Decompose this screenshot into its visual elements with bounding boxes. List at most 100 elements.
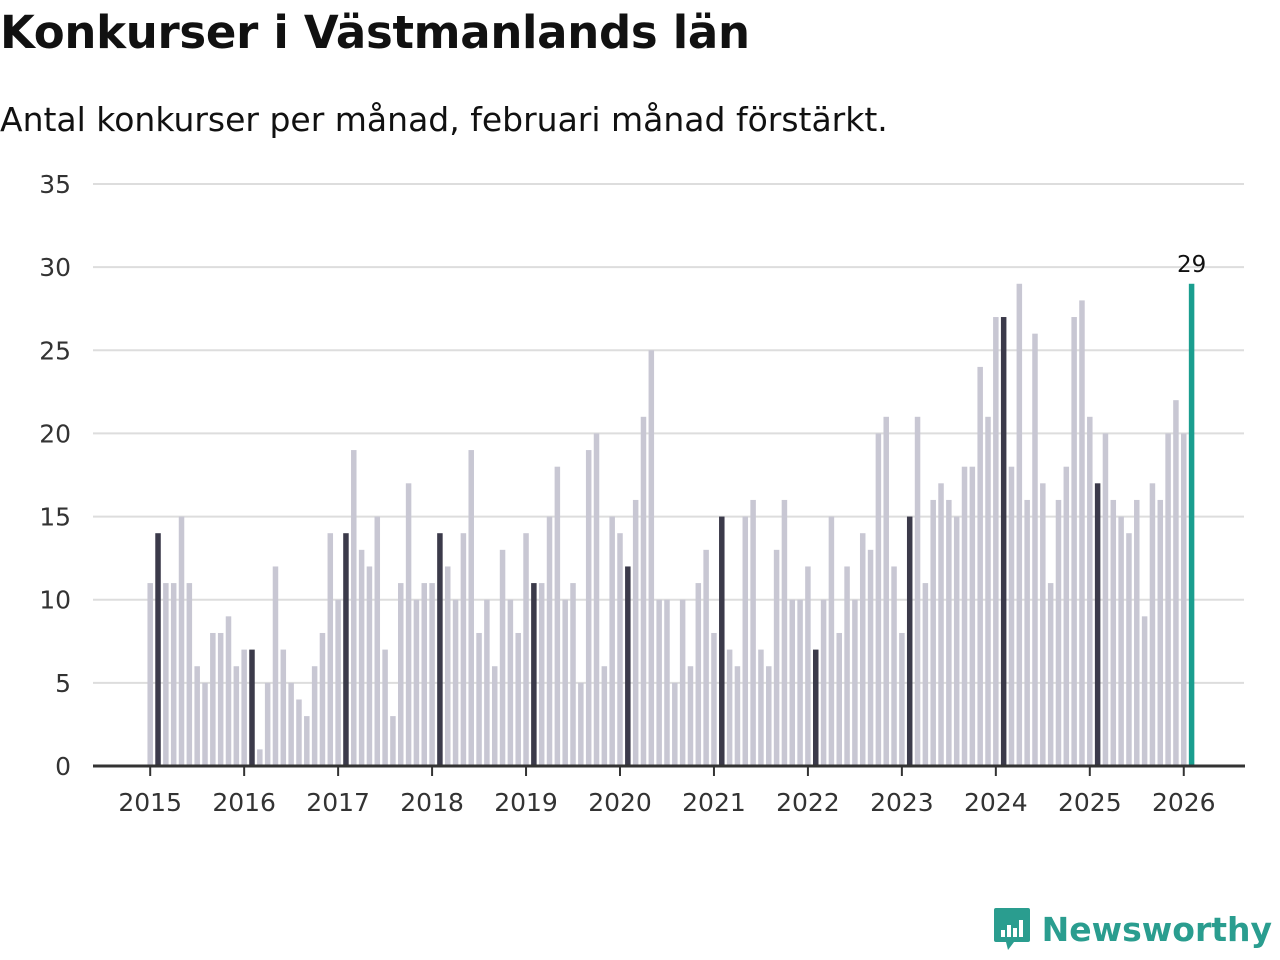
- bar: [985, 416, 991, 766]
- bar: [640, 416, 647, 766]
- x-tick-label: 2022: [776, 788, 840, 817]
- bar: [938, 483, 944, 766]
- bar: [335, 599, 341, 766]
- bar: [1047, 583, 1054, 766]
- bar-february: [719, 516, 725, 766]
- bar: [1016, 283, 1023, 766]
- bar: [311, 666, 318, 766]
- bar: [867, 549, 874, 766]
- bar: [1071, 317, 1077, 766]
- bar: [953, 516, 960, 766]
- bar: [1157, 499, 1164, 766]
- bar: [1087, 416, 1093, 766]
- bar-february: [1000, 317, 1007, 766]
- bar: [852, 599, 858, 766]
- bar-latest: [1188, 283, 1195, 766]
- brand-logo: Newsworthy: [992, 906, 1272, 952]
- bar: [484, 599, 490, 766]
- bar: [609, 516, 615, 766]
- chart-subtitle: Antal konkurser per månad, februari måna…: [0, 100, 888, 139]
- bar: [679, 599, 686, 766]
- bar: [1063, 466, 1070, 766]
- chart-title: Konkurser i Västmanlands län: [0, 6, 750, 59]
- bar: [601, 666, 608, 766]
- bar: [170, 583, 177, 766]
- bar: [632, 499, 639, 766]
- bar-february: [155, 533, 161, 766]
- brand-name: Newsworthy: [1041, 909, 1272, 949]
- bar: [554, 466, 561, 766]
- bar: [1055, 499, 1062, 766]
- bar: [280, 649, 287, 766]
- bar: [476, 632, 482, 766]
- bar: [366, 566, 373, 766]
- bar: [1102, 433, 1109, 766]
- bar-february: [249, 649, 255, 766]
- bar: [805, 566, 811, 766]
- y-axis-ticks: 0 5 10 15 20 25 30 35: [39, 170, 71, 781]
- bars: [147, 283, 1195, 766]
- bar: [687, 666, 694, 766]
- bar: [1149, 483, 1156, 766]
- bar: [899, 632, 905, 766]
- bar-february: [437, 533, 443, 766]
- x-tick-label: 2016: [212, 788, 276, 817]
- bar: [257, 749, 263, 766]
- bar: [405, 483, 412, 766]
- y-tick-label: 10: [39, 586, 71, 615]
- bar: [460, 533, 467, 766]
- bar: [969, 466, 976, 766]
- bar: [523, 533, 529, 766]
- y-tick-label: 25: [39, 336, 71, 365]
- bar: [210, 632, 216, 766]
- bar-february: [625, 566, 631, 766]
- bar: [726, 649, 733, 766]
- bar: [1141, 616, 1148, 766]
- bar: [241, 649, 247, 766]
- x-axis: 2015 2016 2017 2018 2019 2020 2021 2022 2023 2024…: [93, 764, 1245, 817]
- bar: [891, 566, 897, 766]
- x-tick-label: 2021: [682, 788, 746, 817]
- bar-february: [906, 516, 913, 766]
- bar: [413, 599, 420, 766]
- bar: [750, 499, 756, 766]
- bar: [734, 666, 741, 766]
- bar: [319, 632, 326, 766]
- bar: [382, 649, 388, 766]
- bar: [390, 716, 396, 766]
- bar: [1181, 433, 1187, 766]
- bar: [758, 649, 764, 766]
- bar: [930, 499, 936, 766]
- bar: [648, 350, 655, 766]
- bar: [147, 583, 153, 766]
- bar: [288, 682, 294, 766]
- bar: [546, 516, 553, 766]
- bar: [703, 549, 709, 766]
- bar: [578, 682, 584, 766]
- bar: [1126, 533, 1132, 766]
- bar: [1040, 483, 1046, 766]
- x-tick-label: 2023: [870, 788, 934, 817]
- bar: [178, 516, 185, 766]
- x-tick-label: 2018: [400, 788, 464, 817]
- y-tick-label: 5: [55, 669, 71, 698]
- bar-february: [1094, 483, 1101, 766]
- bar: [452, 599, 459, 766]
- x-tick-label: 2019: [494, 788, 558, 817]
- bar: [766, 666, 772, 766]
- bar: [797, 599, 803, 766]
- x-tick-label: 2025: [1058, 788, 1122, 817]
- bar: [304, 716, 310, 766]
- bar-february: [531, 583, 537, 766]
- x-tick-label: 2026: [1152, 788, 1216, 817]
- bar: [1173, 400, 1179, 766]
- bar: [836, 632, 842, 766]
- bar: [946, 499, 952, 766]
- bar: [163, 583, 169, 766]
- x-tick-label: 2017: [306, 788, 370, 817]
- bar: [1134, 499, 1140, 766]
- bar: [672, 682, 678, 766]
- x-tick-label: 2020: [588, 788, 652, 817]
- bar: [859, 533, 866, 766]
- bar: [225, 616, 232, 766]
